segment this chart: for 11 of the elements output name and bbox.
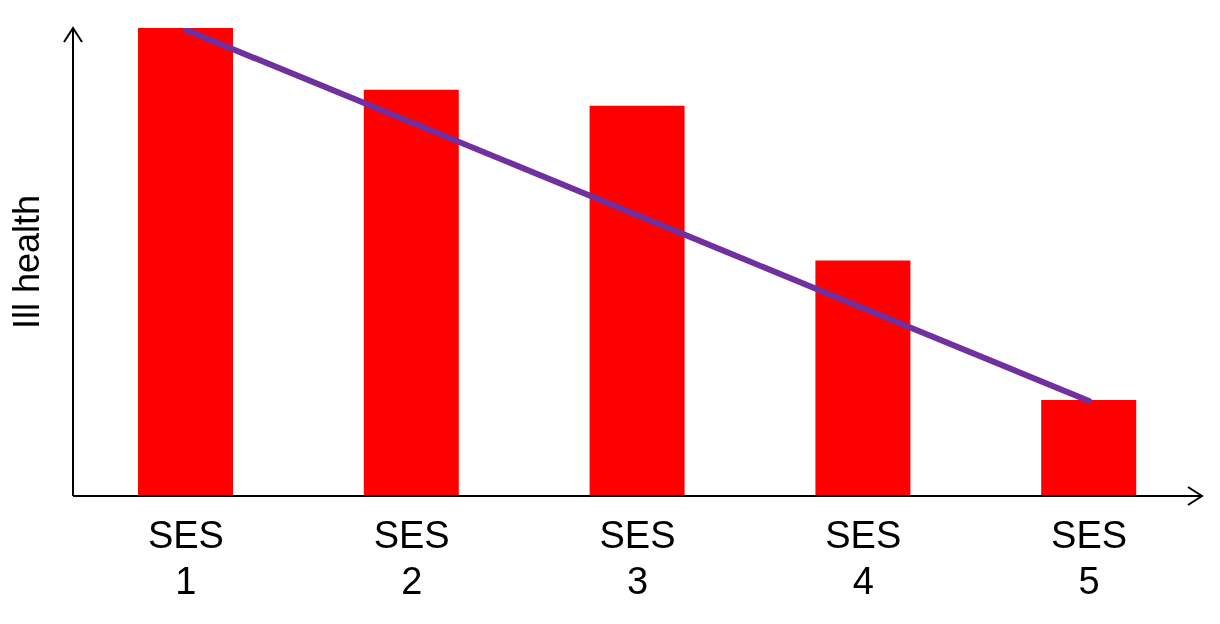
x-tick-label: SES 5 [1051, 514, 1128, 602]
bar [589, 105, 685, 496]
bar [363, 89, 459, 496]
bar [1041, 400, 1137, 496]
x-tick-label: SES 3 [599, 514, 676, 602]
x-tick-label: SES 4 [825, 514, 902, 602]
y-axis-title: Ill health [5, 194, 47, 330]
x-tick-label: SES 2 [373, 514, 450, 602]
x-tick-label: SES 1 [147, 514, 224, 602]
bar [815, 260, 911, 496]
bar [138, 28, 233, 496]
